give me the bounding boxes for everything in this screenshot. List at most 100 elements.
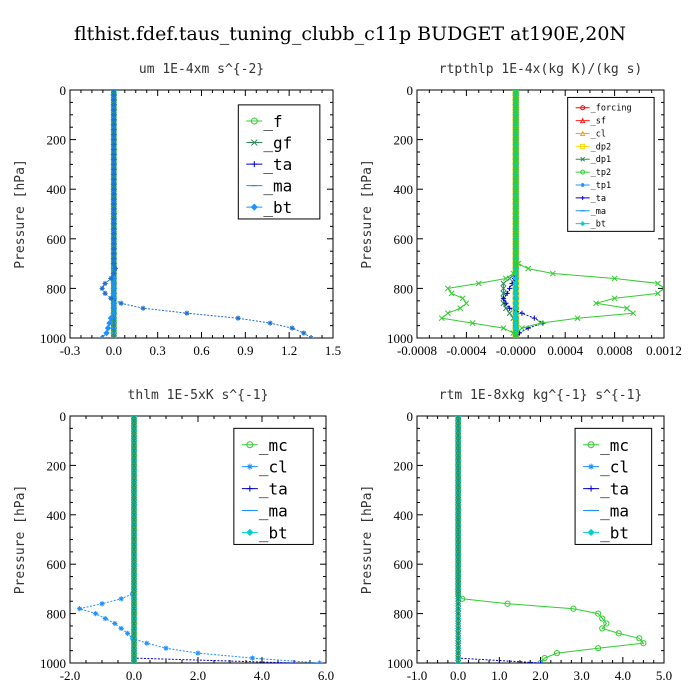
data-point <box>512 136 519 143</box>
data-point <box>455 536 462 543</box>
legend-marker <box>246 485 253 492</box>
y-tick-label: 600 <box>394 232 414 247</box>
data-point <box>595 610 602 617</box>
y-tick-label: 1000 <box>387 331 413 346</box>
data-point <box>131 462 137 469</box>
chart-panel-1: um 1E-4xm s^{-2} Pressure [hPa] -0.3 0.0 0.3… <box>13 62 341 358</box>
legend-label: _gf <box>263 134 292 153</box>
data-point <box>111 92 117 98</box>
y-tick-label: 200 <box>394 458 414 473</box>
data-point <box>512 116 519 123</box>
data-point <box>102 290 108 296</box>
data-point <box>512 90 519 93</box>
series-layer <box>455 416 647 663</box>
legend-label: _dp1 <box>591 155 611 165</box>
data-point <box>111 132 117 138</box>
data-point <box>131 472 137 479</box>
y-tick-label: 1000 <box>40 656 66 671</box>
data-point <box>455 561 462 568</box>
data-point <box>111 156 117 163</box>
y-tick-label: 600 <box>47 557 67 572</box>
data-point <box>512 176 519 183</box>
data-point <box>131 660 137 663</box>
data-point <box>512 245 519 252</box>
x-tick-label: 4.0 <box>615 668 631 683</box>
data-point <box>131 640 137 647</box>
data-point <box>512 220 519 227</box>
data-point <box>455 590 462 597</box>
legend-marker <box>246 463 253 470</box>
data-point <box>512 201 519 208</box>
legend-marker <box>587 441 595 449</box>
series-layer <box>77 416 323 663</box>
legend-label: _cl <box>259 458 288 477</box>
data-point <box>131 432 137 439</box>
data-point <box>455 427 462 434</box>
data-point <box>102 615 108 622</box>
legend-label: _forcing <box>591 104 632 114</box>
legend-label: _ta <box>591 194 606 204</box>
data-point <box>455 452 462 459</box>
legend-label: _sf <box>591 117 606 127</box>
data-point <box>112 265 118 272</box>
x-tick-label: -0.0000 <box>496 343 536 358</box>
data-point <box>599 615 606 622</box>
data-point <box>475 280 482 287</box>
data-point <box>512 171 519 178</box>
data-point <box>455 650 462 657</box>
data-point <box>512 255 519 262</box>
legend-label: _ta <box>600 480 629 499</box>
data-point <box>654 280 661 287</box>
y-tick-label: 400 <box>47 508 67 523</box>
data-point <box>455 417 462 424</box>
x-tick-label: 0.0 <box>126 668 142 683</box>
legend-marker <box>580 156 586 162</box>
legend-marker <box>580 183 585 188</box>
legend-marker <box>587 528 595 536</box>
data-point <box>455 432 462 439</box>
series-layer <box>98 90 314 338</box>
data-point <box>525 265 532 272</box>
data-point <box>131 427 137 434</box>
data-point <box>111 146 117 153</box>
figure-title: flthist.fdef.taus_tuning_clubb_c11p BUDG… <box>74 23 626 45</box>
data-point <box>111 186 117 192</box>
data-point <box>111 161 117 167</box>
data-point <box>111 216 117 222</box>
x-tick-label: 0.0004 <box>547 343 583 358</box>
data-point <box>512 126 519 133</box>
data-point <box>131 625 137 632</box>
legend-marker <box>250 203 258 211</box>
data-point <box>131 422 137 429</box>
data-point <box>111 270 117 277</box>
data-point <box>519 310 525 316</box>
data-point <box>111 241 117 247</box>
data-point <box>111 261 117 267</box>
data-point <box>512 96 519 103</box>
data-point <box>553 650 561 657</box>
data-point <box>131 551 137 558</box>
data-point <box>455 477 462 484</box>
data-point <box>140 305 146 311</box>
data-point <box>455 497 462 503</box>
legend-marker <box>588 463 595 470</box>
data-point <box>317 660 323 663</box>
chart-panel-3: thlm 1E-5xK s^{-1} Pressure [hPa] -2.0 0.0 2… <box>13 388 334 683</box>
data-point <box>131 605 137 612</box>
data-point <box>111 97 117 103</box>
data-point <box>301 330 307 336</box>
data-point <box>455 566 462 573</box>
data-point <box>131 467 137 474</box>
data-point <box>515 260 522 267</box>
data-point <box>512 206 519 212</box>
data-point <box>512 216 519 222</box>
data-point <box>111 206 117 212</box>
data-point <box>541 654 548 662</box>
y-tick-label: 600 <box>394 557 414 572</box>
data-point <box>500 295 507 301</box>
data-point <box>455 595 462 602</box>
data-point <box>459 295 466 302</box>
data-point <box>455 615 462 622</box>
data-point <box>455 625 462 632</box>
data-point <box>455 610 462 617</box>
